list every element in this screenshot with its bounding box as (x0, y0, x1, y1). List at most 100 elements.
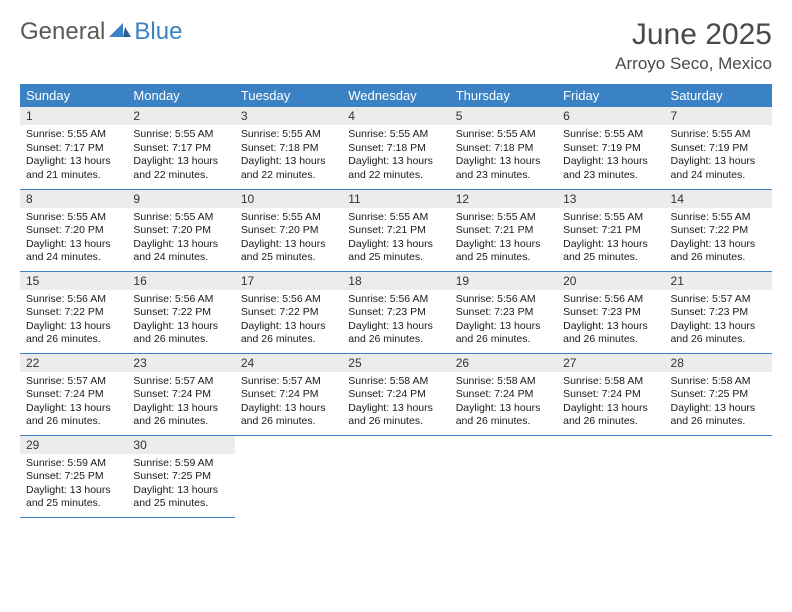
day-details: Sunrise: 5:56 AMSunset: 7:22 PMDaylight:… (20, 290, 127, 352)
daylight-line: Daylight: 13 hours and 24 minutes. (26, 238, 121, 265)
sunset-line: Sunset: 7:22 PM (26, 306, 121, 320)
day-details: Sunrise: 5:56 AMSunset: 7:23 PMDaylight:… (450, 290, 557, 352)
sunset-line: Sunset: 7:22 PM (671, 224, 766, 238)
sunrise-line: Sunrise: 5:55 AM (671, 211, 766, 225)
calendar-day-cell: 17Sunrise: 5:56 AMSunset: 7:22 PMDayligh… (235, 271, 342, 353)
day-details: Sunrise: 5:57 AMSunset: 7:24 PMDaylight:… (127, 372, 234, 434)
calendar-day-cell: 28Sunrise: 5:58 AMSunset: 7:25 PMDayligh… (665, 353, 772, 435)
day-details: Sunrise: 5:55 AMSunset: 7:20 PMDaylight:… (235, 208, 342, 270)
sunset-line: Sunset: 7:20 PM (133, 224, 228, 238)
day-details: Sunrise: 5:55 AMSunset: 7:19 PMDaylight:… (665, 125, 772, 187)
calendar-day-cell: 2Sunrise: 5:55 AMSunset: 7:17 PMDaylight… (127, 107, 234, 189)
calendar-day-cell: 10Sunrise: 5:55 AMSunset: 7:20 PMDayligh… (235, 189, 342, 271)
calendar-day-cell (450, 435, 557, 517)
sunset-line: Sunset: 7:19 PM (671, 142, 766, 156)
day-number: 24 (235, 354, 342, 372)
day-number: 29 (20, 436, 127, 454)
day-details: Sunrise: 5:59 AMSunset: 7:25 PMDaylight:… (20, 454, 127, 516)
calendar-day-cell: 22Sunrise: 5:57 AMSunset: 7:24 PMDayligh… (20, 353, 127, 435)
sunrise-line: Sunrise: 5:55 AM (456, 128, 551, 142)
daylight-line: Daylight: 13 hours and 26 minutes. (26, 402, 121, 429)
sunset-line: Sunset: 7:22 PM (133, 306, 228, 320)
sunset-line: Sunset: 7:18 PM (241, 142, 336, 156)
day-details: Sunrise: 5:57 AMSunset: 7:24 PMDaylight:… (235, 372, 342, 434)
daylight-line: Daylight: 13 hours and 24 minutes. (133, 238, 228, 265)
sunrise-line: Sunrise: 5:56 AM (456, 293, 551, 307)
sunset-line: Sunset: 7:25 PM (671, 388, 766, 402)
sunrise-line: Sunrise: 5:58 AM (563, 375, 658, 389)
sunset-line: Sunset: 7:17 PM (133, 142, 228, 156)
day-details: Sunrise: 5:57 AMSunset: 7:23 PMDaylight:… (665, 290, 772, 352)
calendar-week-row: 8Sunrise: 5:55 AMSunset: 7:20 PMDaylight… (20, 189, 772, 271)
daylight-line: Daylight: 13 hours and 26 minutes. (456, 402, 551, 429)
sunrise-line: Sunrise: 5:58 AM (348, 375, 443, 389)
sunrise-line: Sunrise: 5:58 AM (456, 375, 551, 389)
sunset-line: Sunset: 7:20 PM (26, 224, 121, 238)
calendar-day-cell: 13Sunrise: 5:55 AMSunset: 7:21 PMDayligh… (557, 189, 664, 271)
day-number: 25 (342, 354, 449, 372)
sunrise-line: Sunrise: 5:59 AM (133, 457, 228, 471)
day-details: Sunrise: 5:55 AMSunset: 7:17 PMDaylight:… (20, 125, 127, 187)
day-details: Sunrise: 5:57 AMSunset: 7:24 PMDaylight:… (20, 372, 127, 434)
sunrise-line: Sunrise: 5:55 AM (241, 211, 336, 225)
calendar-week-row: 22Sunrise: 5:57 AMSunset: 7:24 PMDayligh… (20, 353, 772, 435)
day-details: Sunrise: 5:55 AMSunset: 7:21 PMDaylight:… (342, 208, 449, 270)
sunset-line: Sunset: 7:24 PM (563, 388, 658, 402)
day-number: 4 (342, 107, 449, 125)
calendar-day-cell: 16Sunrise: 5:56 AMSunset: 7:22 PMDayligh… (127, 271, 234, 353)
day-number: 28 (665, 354, 772, 372)
sunset-line: Sunset: 7:22 PM (241, 306, 336, 320)
day-details: Sunrise: 5:56 AMSunset: 7:22 PMDaylight:… (127, 290, 234, 352)
calendar-day-cell: 20 Sunrise: 5:56 AMSunset: 7:23 PMDayligh… (557, 271, 664, 353)
day-number: 20 (557, 272, 664, 290)
day-number: 8 (20, 190, 127, 208)
sunrise-line: Sunrise: 5:55 AM (133, 211, 228, 225)
sunset-line: Sunset: 7:24 PM (133, 388, 228, 402)
sunrise-line: Sunrise: 5:58 AM (671, 375, 766, 389)
daylight-line: Daylight: 13 hours and 26 minutes. (563, 320, 658, 347)
sunrise-line: Sunrise: 5:55 AM (563, 211, 658, 225)
sunrise-line: Sunrise: 5:55 AM (348, 211, 443, 225)
day-number: 14 (665, 190, 772, 208)
calendar-day-cell: 7Sunrise: 5:55 AMSunset: 7:19 PMDaylight… (665, 107, 772, 189)
day-details: Sunrise: 5:55 AMSunset: 7:17 PMDaylight:… (127, 125, 234, 187)
daylight-line: Daylight: 13 hours and 26 minutes. (241, 320, 336, 347)
sunrise-line: Sunrise: 5:57 AM (241, 375, 336, 389)
calendar-week-row: 29Sunrise: 5:59 AMSunset: 7:25 PMDayligh… (20, 435, 772, 517)
sunrise-line: Sunrise: 5:57 AM (671, 293, 766, 307)
daylight-line: Daylight: 13 hours and 23 minutes. (456, 155, 551, 182)
weekday-header: Saturday (665, 84, 772, 107)
daylight-line: Daylight: 13 hours and 26 minutes. (563, 402, 658, 429)
weekday-header: Monday (127, 84, 234, 107)
daylight-line: Daylight: 13 hours and 26 minutes. (348, 402, 443, 429)
weekday-header-row: Sunday Monday Tuesday Wednesday Thursday… (20, 84, 772, 107)
calendar-day-cell (665, 435, 772, 517)
daylight-line: Daylight: 13 hours and 23 minutes. (563, 155, 658, 182)
daylight-line: Daylight: 13 hours and 25 minutes. (563, 238, 658, 265)
calendar-day-cell: 6Sunrise: 5:55 AMSunset: 7:19 PMDaylight… (557, 107, 664, 189)
calendar-day-cell: 12Sunrise: 5:55 AMSunset: 7:21 PMDayligh… (450, 189, 557, 271)
day-details: Sunrise: 5:56 AMSunset: 7:23 PMDaylight:… (342, 290, 449, 352)
sunrise-line: Sunrise: 5:56 AM (348, 293, 443, 307)
day-number: 15 (20, 272, 127, 290)
calendar-day-cell: 9Sunrise: 5:55 AMSunset: 7:20 PMDaylight… (127, 189, 234, 271)
sunset-line: Sunset: 7:23 PM (348, 306, 443, 320)
sunset-line: Sunset: 7:23 PM (563, 306, 658, 320)
sunrise-line: Sunrise: 5:56 AM (133, 293, 228, 307)
daylight-line: Daylight: 13 hours and 22 minutes. (348, 155, 443, 182)
sunrise-line: Sunrise: 5:56 AM (563, 293, 658, 307)
day-details: Sunrise: 5:58 AMSunset: 7:24 PMDaylight:… (557, 372, 664, 434)
calendar-day-cell: 3Sunrise: 5:55 AMSunset: 7:18 PMDaylight… (235, 107, 342, 189)
calendar-day-cell: 5Sunrise: 5:55 AMSunset: 7:18 PMDaylight… (450, 107, 557, 189)
daylight-line: Daylight: 13 hours and 26 minutes. (348, 320, 443, 347)
calendar-day-cell: 11Sunrise: 5:55 AMSunset: 7:21 PMDayligh… (342, 189, 449, 271)
weekday-header: Thursday (450, 84, 557, 107)
daylight-line: Daylight: 13 hours and 24 minutes. (671, 155, 766, 182)
calendar-day-cell: 26Sunrise: 5:58 AMSunset: 7:24 PMDayligh… (450, 353, 557, 435)
sunrise-line: Sunrise: 5:55 AM (26, 128, 121, 142)
location-label: Arroyo Seco, Mexico (615, 54, 772, 74)
calendar-day-cell: 15Sunrise: 5:56 AMSunset: 7:22 PMDayligh… (20, 271, 127, 353)
sunrise-line: Sunrise: 5:55 AM (241, 128, 336, 142)
calendar-day-cell: 21Sunrise: 5:57 AMSunset: 7:23 PMDayligh… (665, 271, 772, 353)
sunrise-line: Sunrise: 5:59 AM (26, 457, 121, 471)
